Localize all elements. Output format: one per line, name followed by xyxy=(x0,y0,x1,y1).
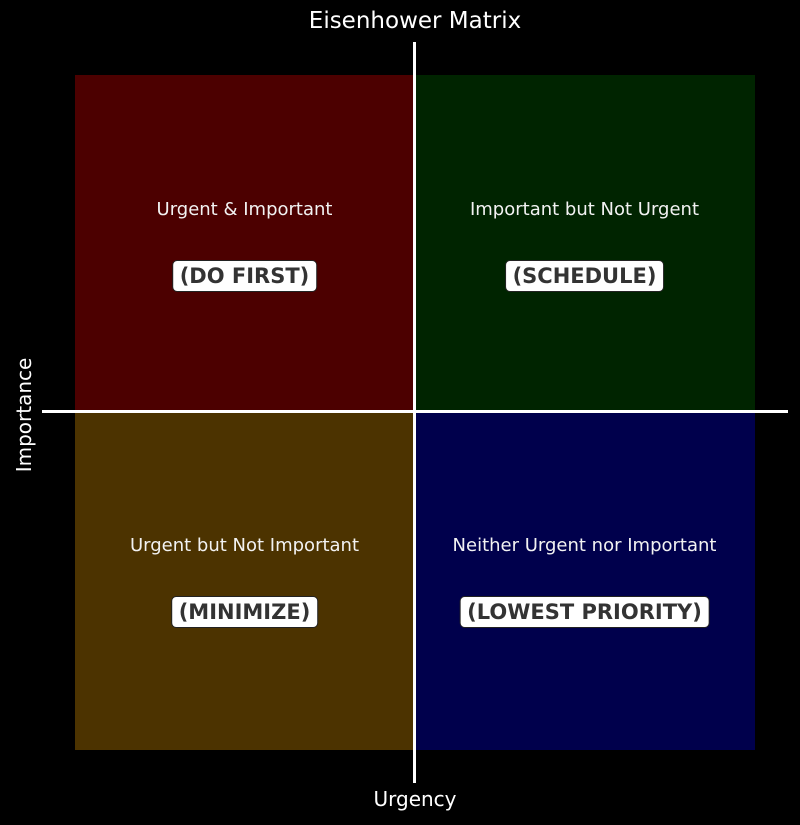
quadrant-action-badge: (DO FIRST) xyxy=(171,260,318,292)
horizontal-axis-line xyxy=(42,410,788,413)
quadrant-do-first: Urgent & Important (DO FIRST) xyxy=(75,75,414,411)
quadrant-minimize: Urgent but Not Important (MINIMIZE) xyxy=(75,411,414,750)
diagram-title: Eisenhower Matrix xyxy=(308,8,522,34)
quadrant-action-badge: (LOWEST PRIORITY) xyxy=(459,596,710,628)
quadrant-lowest-priority: Neither Urgent nor Important (LOWEST PRI… xyxy=(414,411,755,750)
quadrant-schedule: Important but Not Urgent (SCHEDULE) xyxy=(414,75,755,411)
quadrant-label: Neither Urgent nor Important xyxy=(452,535,717,556)
x-axis-label: Urgency xyxy=(373,787,457,811)
y-axis-label: Importance xyxy=(12,357,36,473)
quadrant-label: Urgent but Not Important xyxy=(129,535,360,556)
quadrant-label: Important but Not Urgent xyxy=(469,199,700,220)
quadrant-label: Urgent & Important xyxy=(156,199,333,220)
quadrant-action-badge: (SCHEDULE) xyxy=(504,260,665,292)
quadrant-action-badge: (MINIMIZE) xyxy=(170,596,319,628)
